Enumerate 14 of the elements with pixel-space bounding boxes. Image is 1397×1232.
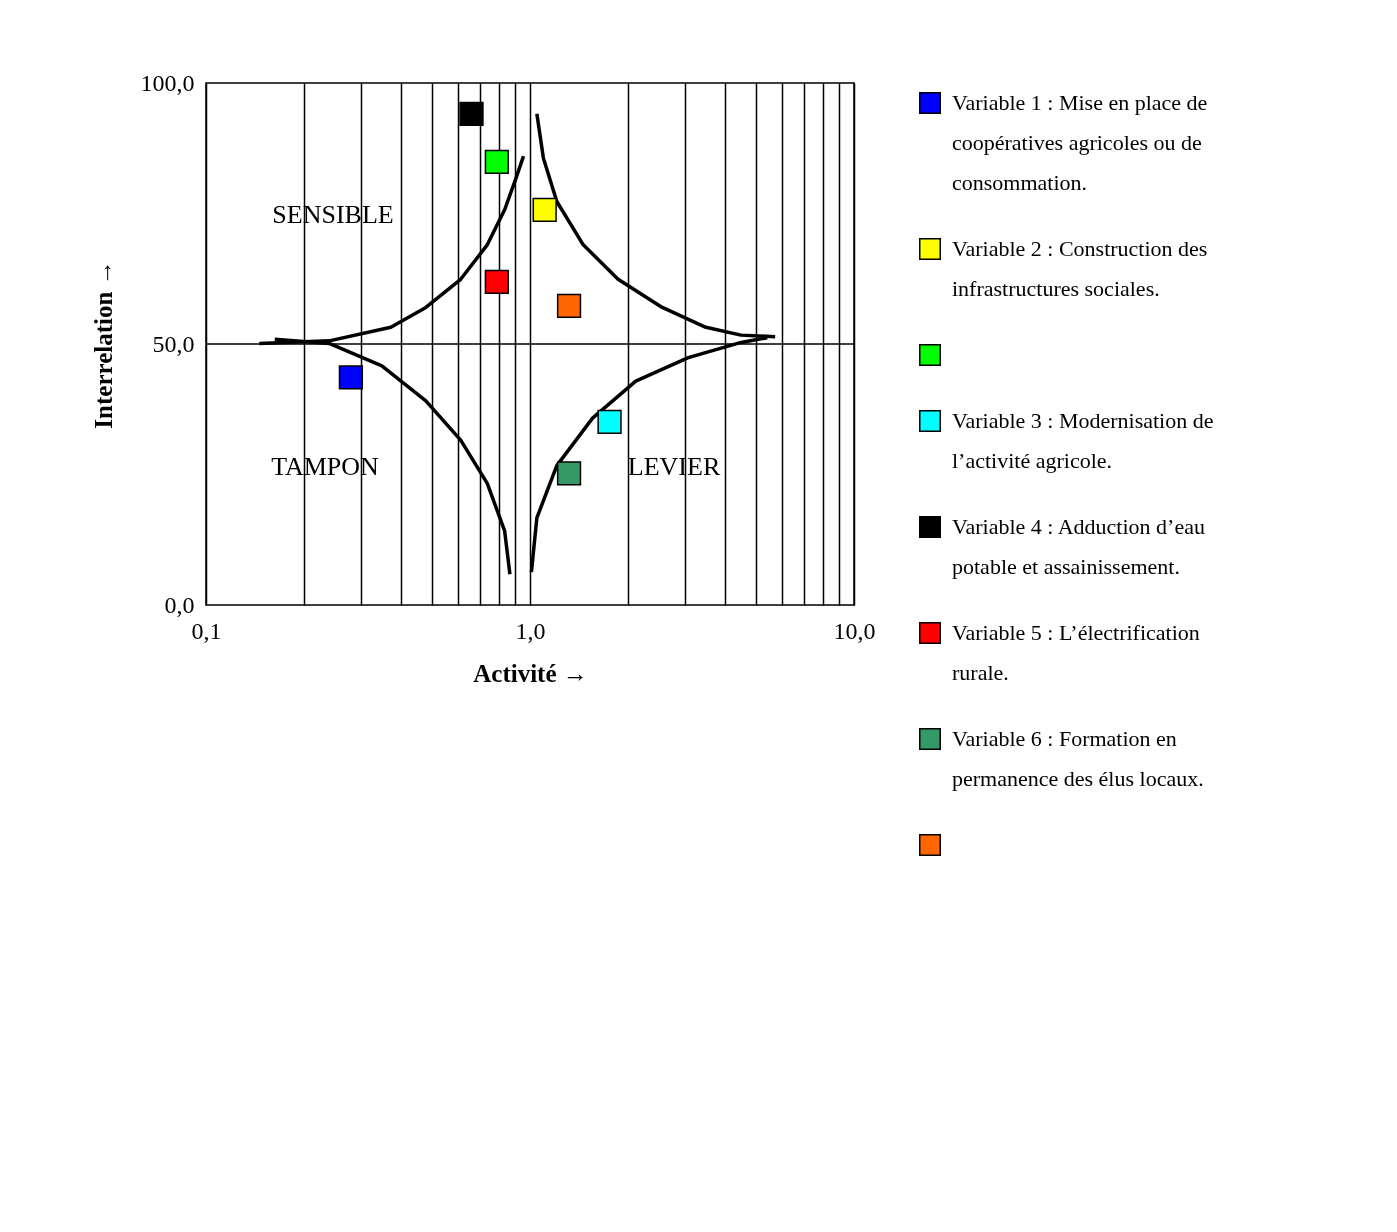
y-tick-label: 0,0	[164, 591, 195, 618]
legend-label: Variable 2 : Construction des infrastructures sociales.	[952, 236, 1208, 301]
legend-label: Variable 4 : Adduction d’eau potable et assainissement.	[952, 514, 1205, 579]
y-tick-label: 100,0	[140, 69, 195, 96]
x-tick-label: 0,1	[191, 617, 222, 644]
x-axis-title: Activité →	[473, 659, 588, 687]
x-tick-label: 1,0	[515, 617, 546, 644]
y-tick-label: 50,0	[152, 330, 195, 357]
legend-label: Variable 6 : Formation en permanence des élus locaux.	[952, 726, 1204, 791]
legend-label: Variable 1 : Mise en place de coopératives agricoles ou de consommation.	[952, 90, 1208, 195]
y-axis-title: Interrelation →	[89, 260, 117, 429]
legend-label: Variable 5 : L’électrification rurale.	[952, 620, 1200, 685]
legend-label: Variable 3 : Modernisation de l’activité agricole.	[952, 408, 1214, 473]
x-tick-label: 10,0	[833, 617, 876, 644]
